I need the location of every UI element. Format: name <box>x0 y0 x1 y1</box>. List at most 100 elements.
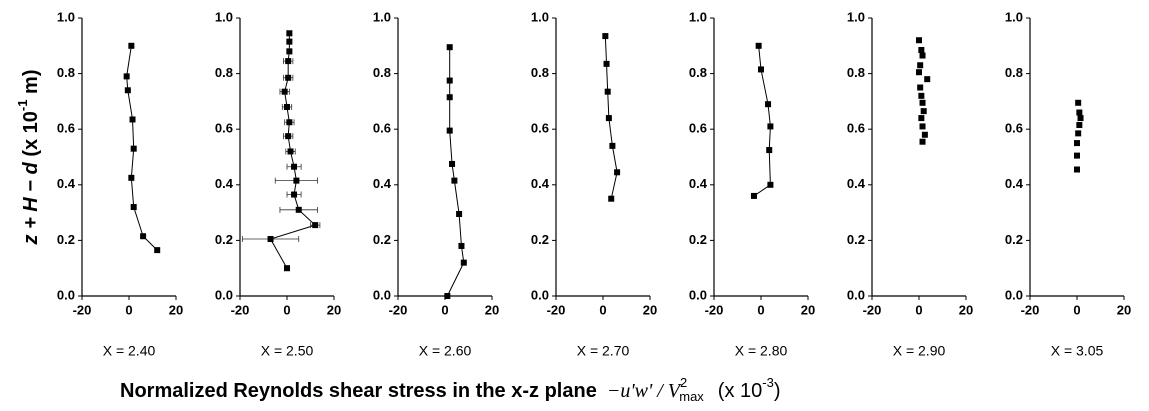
data-point <box>608 195 615 202</box>
x-tick-label: 0 <box>1073 302 1080 317</box>
y-tick-label: 0.0 <box>531 287 549 302</box>
data-point <box>1074 152 1080 159</box>
data-point <box>605 115 612 122</box>
y-tick-label: 1.0 <box>1005 9 1023 24</box>
y-tick-label: 0.4 <box>689 176 708 191</box>
y-tick-label: 0.4 <box>215 176 234 191</box>
data-point <box>767 181 774 188</box>
y-tick-label: 0.0 <box>1005 287 1023 302</box>
y-tick-label: 0.0 <box>847 287 865 302</box>
y-tick-label: 0.8 <box>215 65 233 80</box>
data-point <box>129 116 136 123</box>
x-label-exp2: 2 <box>680 375 687 390</box>
data-point <box>750 192 757 199</box>
data-point <box>285 58 292 65</box>
y-tick-label: 0.8 <box>57 65 75 80</box>
y-tick-label: 0.8 <box>531 65 549 80</box>
x-tick-label: -20 <box>231 302 250 317</box>
data-point <box>921 131 928 138</box>
data-point <box>920 108 927 115</box>
data-point <box>286 30 293 37</box>
y-label-unit-end: m) <box>20 70 42 100</box>
data-point <box>767 123 774 130</box>
data-point <box>285 133 292 140</box>
x-label-unit-end: ) <box>774 380 781 402</box>
y-tick-label: 0.4 <box>1005 176 1024 191</box>
data-point <box>456 210 463 217</box>
x-tick-label: 0 <box>125 302 132 317</box>
x-tick-label: -20 <box>863 302 882 317</box>
data-point <box>919 123 926 130</box>
y-tick-label: 0.2 <box>373 232 391 247</box>
x-axis-label: Normalized Reynolds shear stress in the … <box>120 375 781 404</box>
data-point <box>451 177 458 184</box>
data-point <box>449 160 456 167</box>
y-tick-label: 1.0 <box>215 9 233 24</box>
y-tick-label: 0.0 <box>373 287 391 302</box>
data-point <box>124 87 131 94</box>
data-point <box>765 101 772 108</box>
data-point <box>1075 130 1082 137</box>
y-tick-label: 1.0 <box>57 9 75 24</box>
data-point <box>460 259 467 266</box>
panel-title: X = 3.05 <box>1051 343 1104 359</box>
data-point <box>917 62 924 69</box>
x-label-main: Normalized Reynolds shear stress in the … <box>120 380 597 402</box>
data-point <box>286 48 293 55</box>
panel-title: X = 2.40 <box>103 343 156 359</box>
y-label-main: z + H − d <box>20 161 42 245</box>
data-point <box>286 119 293 126</box>
x-label-unit: (x 10 <box>718 380 762 402</box>
data-point <box>1074 140 1080 147</box>
x-tick-label: -20 <box>73 302 92 317</box>
x-tick-label: 20 <box>169 302 183 317</box>
x-tick-label: 20 <box>801 302 815 317</box>
x-tick-label: 0 <box>283 302 290 317</box>
x-tick-label: 0 <box>915 302 922 317</box>
data-point <box>312 222 319 229</box>
data-point <box>603 60 610 67</box>
x-tick-label: 0 <box>599 302 606 317</box>
data-point <box>446 94 453 101</box>
y-label-exp: -1 <box>15 100 30 112</box>
y-tick-label: 0.8 <box>1005 65 1023 80</box>
y-tick-label: 0.2 <box>57 232 75 247</box>
y-tick-label: 0.8 <box>689 65 707 80</box>
y-tick-label: 0.6 <box>215 121 233 136</box>
data-point <box>291 163 298 170</box>
data-point <box>458 242 465 249</box>
x-tick-label: -20 <box>547 302 566 317</box>
data-point <box>755 42 762 49</box>
x-tick-label: 20 <box>959 302 973 317</box>
y-tick-label: 1.0 <box>847 9 865 24</box>
y-tick-label: 0.0 <box>57 287 75 302</box>
y-axis-label: z + H − d (x 10-1 m) <box>15 70 42 246</box>
data-point <box>918 92 925 99</box>
y-tick-label: 0.6 <box>689 121 707 136</box>
y-label-unit: (x 10 <box>20 111 42 162</box>
data-point <box>267 236 274 243</box>
data-point <box>919 52 926 59</box>
data-point <box>281 88 288 95</box>
y-tick-label: 0.4 <box>847 176 866 191</box>
data-point <box>293 177 300 184</box>
data-point <box>919 99 926 106</box>
data-point <box>602 33 609 40</box>
data-point <box>916 37 922 44</box>
y-tick-label: 0.2 <box>689 232 707 247</box>
x-tick-label: 20 <box>327 302 341 317</box>
x-label-unit-exp: -3 <box>762 375 774 390</box>
data-point <box>758 66 764 73</box>
data-point <box>446 44 453 51</box>
data-point <box>604 88 611 95</box>
y-tick-label: 0.0 <box>215 287 233 302</box>
data-point <box>286 38 293 45</box>
y-tick-label: 0.6 <box>373 121 391 136</box>
y-tick-label: 0.0 <box>689 287 707 302</box>
data-point <box>1076 122 1083 129</box>
data-point <box>154 247 161 254</box>
panel-title: X = 2.80 <box>735 343 788 359</box>
data-point <box>291 191 298 198</box>
y-tick-label: 1.0 <box>373 9 391 24</box>
